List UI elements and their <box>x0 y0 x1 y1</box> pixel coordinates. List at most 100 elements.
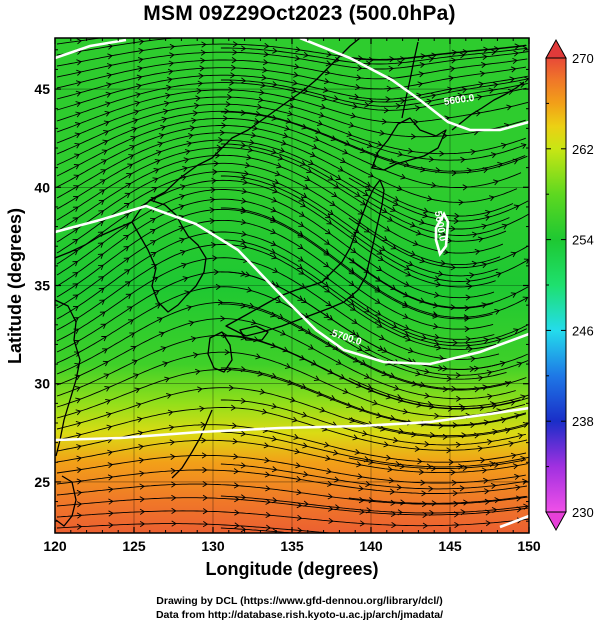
streamline-arrow <box>138 47 144 55</box>
streamline-arrow <box>234 509 240 516</box>
streamline-arrow <box>233 468 240 475</box>
streamline-arrow <box>74 132 81 139</box>
streamline-arrow <box>222 332 228 339</box>
streamline-arrow <box>492 81 499 89</box>
streamline-arrow <box>396 484 403 491</box>
streamline-arrow <box>460 156 466 163</box>
streamline-arrow <box>313 375 320 382</box>
streamline-arrow <box>233 482 240 489</box>
streamline-arrow <box>449 65 456 73</box>
streamline-arrow <box>323 78 330 85</box>
streamline-arrow <box>75 420 82 427</box>
streamline-arrow <box>302 184 309 190</box>
streamline-arrow <box>219 129 226 136</box>
streamline-arrow <box>376 322 383 328</box>
streamline-arrow <box>164 376 170 383</box>
streamline-arrow <box>421 490 427 497</box>
streamline-arrow <box>469 366 475 373</box>
streamline-arrow <box>76 59 82 66</box>
streamline-arrow <box>348 300 355 306</box>
streamline-arrow <box>265 524 272 531</box>
streamline <box>220 431 529 468</box>
streamline-arrow <box>388 65 394 72</box>
streamline-arrow <box>495 337 502 344</box>
streamline-arrow <box>361 430 368 437</box>
streamline-arrow <box>317 120 323 126</box>
streamline-arrow <box>329 395 336 401</box>
streamline-arrow <box>155 303 162 309</box>
streamline-arrow <box>75 80 82 87</box>
streamline-arrow <box>139 496 146 503</box>
streamline-arrow <box>388 477 395 484</box>
streamline-arrow <box>463 314 470 321</box>
contour-5600-north <box>299 38 529 132</box>
streamline-arrow <box>325 300 332 307</box>
streamline-arrow <box>310 359 317 366</box>
streamline-arrow <box>100 169 107 175</box>
streamline-arrow <box>171 494 177 501</box>
streamline-arrow <box>357 209 364 215</box>
streamline <box>56 454 526 484</box>
streamline-arrow <box>138 443 144 451</box>
honshu-coast <box>225 179 385 337</box>
streamline-arrow <box>76 455 82 462</box>
streamline-arrow <box>76 444 82 451</box>
streamline-arrow <box>212 255 218 262</box>
streamline-arrow <box>504 427 511 434</box>
streamline-arrow <box>246 286 253 293</box>
streamline-arrow <box>368 56 375 63</box>
streamline-arrow <box>439 150 445 157</box>
streamline-arrow <box>365 60 372 67</box>
streamline-arrow <box>459 485 466 492</box>
streamline-arrow <box>296 489 302 496</box>
streamline-arrow <box>319 406 326 413</box>
streamline-arrow <box>269 248 276 255</box>
streamline-arrow <box>431 465 437 472</box>
streamline-arrow <box>124 269 130 275</box>
colorbar-tick-label: 230 <box>572 505 594 520</box>
streamline-arrow <box>462 184 468 191</box>
streamline <box>56 43 527 67</box>
streamline-arrow <box>387 75 394 82</box>
streamline-arrow <box>72 239 79 245</box>
streamline-arrow <box>285 117 292 124</box>
streamline-arrow <box>250 132 257 139</box>
streamline-arrow <box>351 237 358 243</box>
streamline-arrow <box>376 412 382 419</box>
streamline-arrow <box>202 466 208 474</box>
streamline-arrow <box>107 43 114 50</box>
kyushu-coast <box>207 331 233 373</box>
streamline-arrow <box>217 299 224 306</box>
streamline-arrow <box>167 409 174 416</box>
streamline-arrow <box>465 342 471 349</box>
streamline-arrow <box>123 234 129 241</box>
streamline-arrow <box>295 462 301 469</box>
streamline-arrow <box>493 179 499 186</box>
streamline-arrow <box>320 103 326 110</box>
streamline-arrow <box>358 497 365 504</box>
streamline-arrow <box>385 454 392 461</box>
streamline-arrow <box>455 441 462 448</box>
streamline-arrow <box>271 253 278 260</box>
streamline-arrow <box>261 408 268 415</box>
streamline-arrow <box>302 471 309 478</box>
streamline-arrow <box>139 521 146 528</box>
streamline-arrow <box>261 74 267 81</box>
streamline-arrow <box>167 76 173 83</box>
streamline-arrow <box>76 512 83 519</box>
streamline-arrow <box>152 177 159 183</box>
contour-label: 5600.0 <box>443 93 475 108</box>
streamline-arrow <box>300 383 307 390</box>
streamline-arrow <box>357 55 364 62</box>
streamline-arrow <box>293 63 300 70</box>
streamline-arrow <box>479 404 485 412</box>
contour-5700 <box>55 406 529 442</box>
streamline-arrow <box>76 467 83 474</box>
streamline-arrow <box>200 49 207 56</box>
streamline-arrow <box>372 399 378 406</box>
streamline-arrow <box>358 485 364 492</box>
streamline-arrow <box>292 79 298 86</box>
streamline-arrow <box>123 213 130 219</box>
streamline-arrow <box>196 88 202 95</box>
streamline-arrow <box>504 380 511 387</box>
